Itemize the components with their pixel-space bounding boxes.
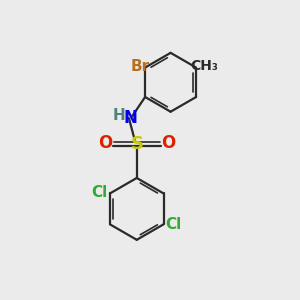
Text: Cl: Cl xyxy=(92,185,108,200)
Text: Cl: Cl xyxy=(166,218,182,232)
Text: O: O xyxy=(98,134,112,152)
Text: Br: Br xyxy=(130,58,149,74)
Text: O: O xyxy=(161,134,176,152)
Text: H: H xyxy=(112,108,125,123)
Text: CH₃: CH₃ xyxy=(190,59,218,73)
Text: S: S xyxy=(130,135,143,153)
Text: N: N xyxy=(124,109,137,127)
